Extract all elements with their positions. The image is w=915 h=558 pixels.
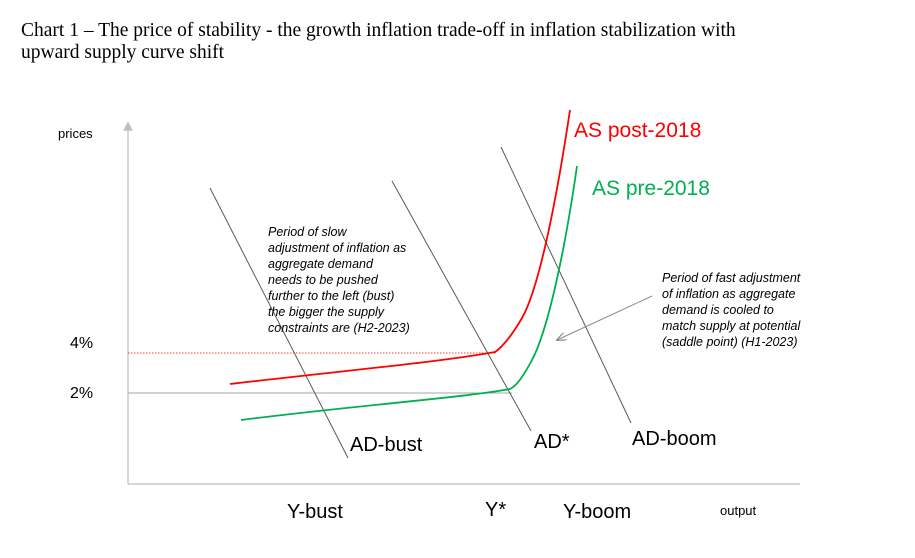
annotation-slow-line-7: constraints are (H2-2023) (268, 321, 410, 335)
annotation-fast-adjustment: Period of fast adjustment of inflation a… (662, 271, 801, 349)
as-post-2018-curve (229, 109, 571, 385)
x-label-y-bust: Y-bust (287, 501, 343, 523)
callout-arrow (557, 295, 653, 340)
x-label-y-star: Y* (485, 499, 506, 521)
annotation-fast-line-2: of inflation as aggregate (662, 287, 795, 301)
y-tick-label-2pct: 2% (70, 385, 93, 402)
chart-title: Chart 1 – The price of stability - the g… (21, 20, 891, 64)
annotation-slow-line-2: adjustment of inflation as (268, 241, 406, 255)
ad-bust-line (209, 187, 349, 459)
ad-bust-label: AD-bust (350, 434, 423, 456)
ad-boom-line (500, 146, 632, 424)
as-pre-2018-label: AS pre-2018 (592, 177, 710, 200)
as-post-2018-label: AS post-2018 (574, 119, 701, 142)
y-axis-label: prices (58, 126, 93, 141)
annotation-slow-line-5: further to the left (bust) (268, 289, 394, 303)
annotation-slow-line-4: needs to be pushed (268, 273, 379, 287)
y-tick-label-4pct: 4% (70, 335, 93, 352)
annotation-fast-line-5: (saddle point) (H1-2023) (662, 335, 798, 349)
annotation-fast-line-1: Period of fast adjustment (662, 271, 801, 285)
ad-star-label: AD* (534, 431, 570, 453)
annotation-slow-line-6: the bigger the supply (268, 305, 385, 319)
annotation-slow-line-1: Period of slow (268, 225, 347, 239)
x-axis-label: output (720, 503, 757, 518)
annotation-slow-line-3: aggregate demand (268, 257, 374, 271)
annotation-fast-line-3: demand is cooled to (662, 303, 774, 317)
x-label-y-boom: Y-boom (563, 501, 631, 523)
as-pre-2018-curve (240, 165, 578, 421)
ad-boom-label: AD-boom (632, 428, 716, 450)
chart-title-line-1: Chart 1 – The price of stability - the g… (21, 20, 736, 41)
annotation-slow-adjustment: Period of slow adjustment of inflation a… (268, 225, 410, 335)
annotation-fast-line-4: match supply at potential (662, 319, 801, 333)
chart-title-line-2: upward supply curve shift (21, 42, 225, 63)
